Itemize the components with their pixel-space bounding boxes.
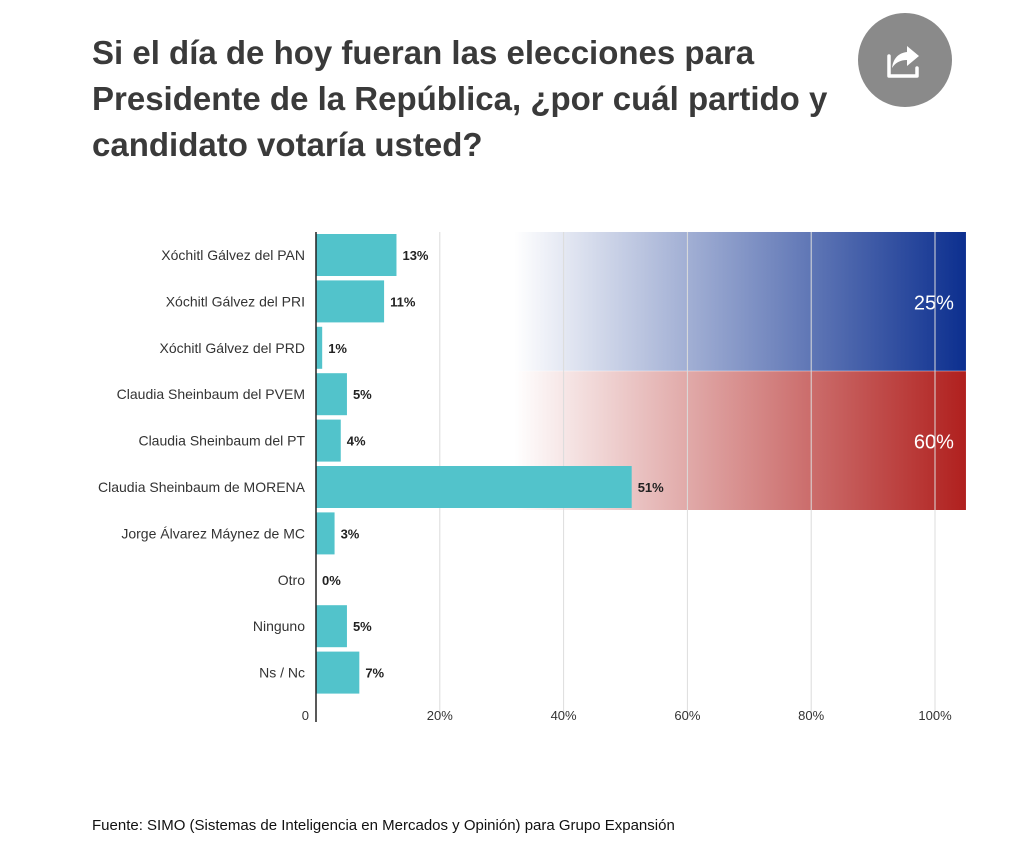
chart-title: Si el día de hoy fueran las elecciones p… bbox=[92, 34, 828, 163]
category-label: Claudia Sheinbaum del PVEM bbox=[117, 386, 305, 402]
x-tick-label: 60% bbox=[674, 708, 700, 723]
bar bbox=[316, 326, 323, 369]
x-tick-label: 20% bbox=[427, 708, 453, 723]
value-label: 1% bbox=[328, 341, 347, 356]
category-label: Ninguno bbox=[253, 618, 305, 634]
bar bbox=[316, 419, 341, 462]
value-label: 3% bbox=[341, 526, 360, 541]
value-label: 11% bbox=[390, 294, 416, 309]
value-label: 5% bbox=[353, 619, 372, 634]
category-label: Claudia Sheinbaum del PT bbox=[138, 433, 305, 449]
x-tick-label: 80% bbox=[798, 708, 824, 723]
category-label: Xóchitl Gálvez del PRD bbox=[159, 340, 305, 356]
category-label: Ns / Nc bbox=[259, 665, 305, 681]
x-tick-label: 100% bbox=[918, 708, 952, 723]
value-label: 5% bbox=[353, 387, 372, 402]
bar bbox=[316, 234, 397, 276]
category-label: Otro bbox=[278, 572, 305, 588]
x-tick-label: 40% bbox=[551, 708, 577, 723]
value-label: 51% bbox=[638, 480, 664, 495]
share-button[interactable] bbox=[858, 13, 952, 107]
bar bbox=[316, 512, 335, 555]
coalition-total-label: 25% bbox=[914, 292, 954, 314]
coalition-band-blue bbox=[514, 232, 966, 371]
bar bbox=[316, 466, 632, 508]
category-label: Jorge Álvarez Máynez de MC bbox=[121, 525, 305, 541]
coalition-total-label: 60% bbox=[914, 432, 954, 454]
value-label: 0% bbox=[322, 573, 341, 588]
category-label: Xóchitl Gálvez del PRI bbox=[166, 293, 305, 309]
bar bbox=[316, 605, 347, 648]
bar bbox=[316, 651, 360, 694]
value-label: 7% bbox=[365, 666, 384, 681]
bar bbox=[316, 373, 347, 416]
category-label: Xóchitl Gálvez del PAN bbox=[161, 247, 305, 263]
bar bbox=[316, 280, 385, 323]
category-label: Claudia Sheinbaum de MORENA bbox=[98, 479, 306, 495]
source-note: Fuente: SIMO (Sistemas de Inteligencia e… bbox=[92, 817, 675, 834]
value-label: 13% bbox=[402, 248, 428, 263]
value-label: 4% bbox=[347, 434, 366, 449]
x-tick-label: 0 bbox=[302, 708, 309, 723]
share-icon bbox=[887, 46, 919, 78]
